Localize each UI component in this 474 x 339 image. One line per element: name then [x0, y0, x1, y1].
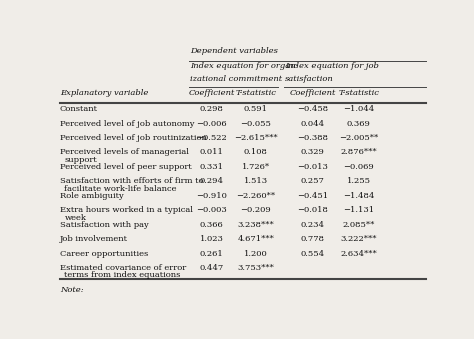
Text: −0.003: −0.003 — [196, 206, 227, 214]
Text: −1.131: −1.131 — [343, 206, 374, 214]
Text: 3.222***: 3.222*** — [340, 235, 377, 243]
Text: −0.055: −0.055 — [240, 120, 271, 127]
Text: Dependent variables: Dependent variables — [190, 47, 278, 55]
Text: 1.726*: 1.726* — [242, 163, 270, 171]
Text: 2.634***: 2.634*** — [340, 250, 377, 258]
Text: 0.261: 0.261 — [200, 250, 224, 258]
Text: Estimated covariance of error: Estimated covariance of error — [60, 264, 186, 272]
Text: 2.085**: 2.085** — [342, 221, 375, 229]
Text: facilitate work-life balance: facilitate work-life balance — [64, 185, 177, 193]
Text: 1.023: 1.023 — [200, 235, 224, 243]
Text: 0.234: 0.234 — [301, 221, 325, 229]
Text: −0.910: −0.910 — [196, 192, 227, 200]
Text: 2.876***: 2.876*** — [340, 148, 377, 156]
Text: 0.331: 0.331 — [200, 163, 224, 171]
Text: Note:: Note: — [60, 286, 83, 294]
Text: −0.018: −0.018 — [297, 206, 328, 214]
Text: −2.005**: −2.005** — [339, 134, 378, 142]
Text: Index equation for organ-: Index equation for organ- — [190, 62, 298, 71]
Text: Satisfaction with pay: Satisfaction with pay — [60, 221, 149, 229]
Text: 0.044: 0.044 — [301, 120, 325, 127]
Text: −2.260**: −2.260** — [236, 192, 275, 200]
Text: −0.209: −0.209 — [240, 206, 271, 214]
Text: 0.108: 0.108 — [244, 148, 268, 156]
Text: 3.753***: 3.753*** — [237, 264, 274, 272]
Text: 1.200: 1.200 — [244, 250, 268, 258]
Text: 0.369: 0.369 — [346, 120, 371, 127]
Text: −0.013: −0.013 — [297, 163, 328, 171]
Text: T-statistic: T-statistic — [235, 89, 276, 97]
Text: −2.615***: −2.615*** — [234, 134, 278, 142]
Text: 0.329: 0.329 — [301, 148, 325, 156]
Text: 3.238***: 3.238*** — [237, 221, 274, 229]
Text: Career opportunities: Career opportunities — [60, 250, 148, 258]
Text: Index equation for job: Index equation for job — [285, 62, 379, 71]
Text: 0.011: 0.011 — [200, 148, 224, 156]
Text: 0.257: 0.257 — [301, 177, 325, 185]
Text: T-statistic: T-statistic — [338, 89, 379, 97]
Text: Perceived levels of managerial: Perceived levels of managerial — [60, 148, 189, 156]
Text: −0.388: −0.388 — [297, 134, 328, 142]
Text: 0.591: 0.591 — [244, 105, 268, 114]
Text: Extra hours worked in a typical: Extra hours worked in a typical — [60, 206, 193, 214]
Text: Coefficient: Coefficient — [189, 89, 235, 97]
Text: Perceived level of peer support: Perceived level of peer support — [60, 163, 192, 171]
Text: 0.298: 0.298 — [200, 105, 224, 114]
Text: 0.554: 0.554 — [301, 250, 325, 258]
Text: 0.294: 0.294 — [200, 177, 224, 185]
Text: Satisfaction with efforts of firm to: Satisfaction with efforts of firm to — [60, 177, 203, 185]
Text: 4.671***: 4.671*** — [237, 235, 274, 243]
Text: −0.522: −0.522 — [196, 134, 227, 142]
Text: Perceived level of job autonomy: Perceived level of job autonomy — [60, 120, 194, 127]
Text: 1.255: 1.255 — [346, 177, 371, 185]
Text: −1.484: −1.484 — [343, 192, 374, 200]
Text: izational commitment: izational commitment — [190, 75, 282, 83]
Text: 0.447: 0.447 — [200, 264, 224, 272]
Text: −0.451: −0.451 — [297, 192, 328, 200]
Text: support: support — [64, 156, 97, 163]
Text: −0.006: −0.006 — [196, 120, 227, 127]
Text: Role ambiguity: Role ambiguity — [60, 192, 124, 200]
Text: Perceived level of job routinization: Perceived level of job routinization — [60, 134, 207, 142]
Text: Job involvement: Job involvement — [60, 235, 128, 243]
Text: Coefficient: Coefficient — [290, 89, 336, 97]
Text: Constant: Constant — [60, 105, 98, 114]
Text: −1.044: −1.044 — [343, 105, 374, 114]
Text: week: week — [64, 214, 86, 222]
Text: terms from index equations: terms from index equations — [64, 272, 181, 279]
Text: −0.069: −0.069 — [343, 163, 374, 171]
Text: 0.366: 0.366 — [200, 221, 224, 229]
Text: Explanatory variable: Explanatory variable — [60, 89, 148, 97]
Text: satisfaction: satisfaction — [285, 75, 334, 83]
Text: 0.778: 0.778 — [301, 235, 325, 243]
Text: 1.513: 1.513 — [244, 177, 268, 185]
Text: −0.458: −0.458 — [297, 105, 328, 114]
